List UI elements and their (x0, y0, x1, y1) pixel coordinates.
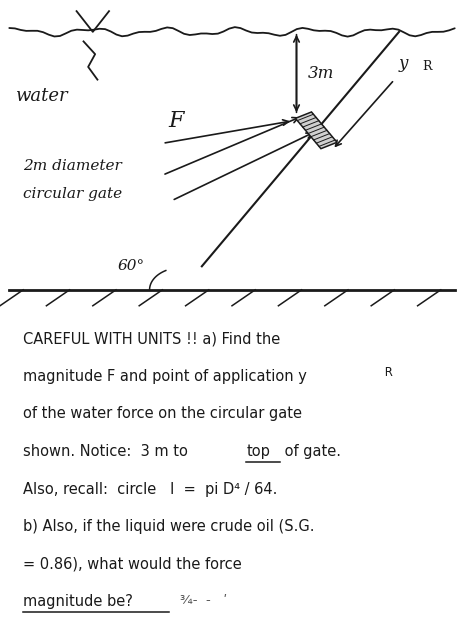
Text: R: R (421, 61, 431, 73)
Text: magnitude be?: magnitude be? (23, 594, 132, 610)
Text: circular gate: circular gate (23, 187, 122, 201)
Text: 3m: 3m (307, 65, 334, 82)
Text: b) Also, if the liquid were crude oil (S.G.: b) Also, if the liquid were crude oil (S… (23, 519, 314, 534)
Text: y: y (398, 55, 407, 72)
Text: 2m diameter: 2m diameter (23, 159, 122, 173)
Text: R: R (380, 366, 392, 378)
Text: water: water (16, 87, 69, 104)
Text: Also, recall:  circle   I  =  pi D⁴ / 64.: Also, recall: circle I = pi D⁴ / 64. (23, 482, 277, 497)
Text: of gate.: of gate. (280, 444, 341, 459)
Text: ¾-  -   ʹ: ¾- - ʹ (180, 594, 227, 607)
Text: top: top (246, 444, 269, 459)
Text: shown. Notice:  3 m to: shown. Notice: 3 m to (23, 444, 192, 459)
Text: magnitude F and point of application y: magnitude F and point of application y (23, 369, 306, 384)
Polygon shape (295, 112, 336, 148)
Text: F: F (168, 110, 184, 132)
Text: CAREFUL WITH UNITS !! a) Find the: CAREFUL WITH UNITS !! a) Find the (23, 331, 280, 347)
Text: = 0.86), what would the force: = 0.86), what would the force (23, 557, 241, 572)
Text: of the water force on the circular gate: of the water force on the circular gate (23, 406, 301, 422)
Text: 60°: 60° (117, 259, 144, 273)
